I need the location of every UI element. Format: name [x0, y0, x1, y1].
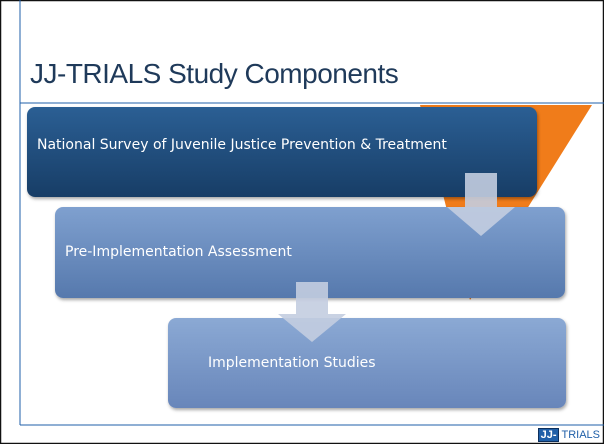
- step-label: Implementation Studies: [208, 354, 376, 371]
- logo-text: TRIALS: [561, 429, 600, 441]
- logo: JJ- TRIALS: [537, 428, 600, 442]
- logo-mark: JJ-: [537, 428, 560, 442]
- step-box: National Survey of Juvenile Justice Prev…: [27, 107, 537, 197]
- step-box: Implementation Studies: [168, 318, 566, 408]
- step-label: National Survey of Juvenile Justice Prev…: [37, 137, 447, 153]
- step-label: Pre-Implementation Assessment: [65, 244, 292, 260]
- slide-title: JJ-TRIALS Study Components: [30, 58, 399, 89]
- step-box: Pre-Implementation Assessment: [55, 207, 565, 298]
